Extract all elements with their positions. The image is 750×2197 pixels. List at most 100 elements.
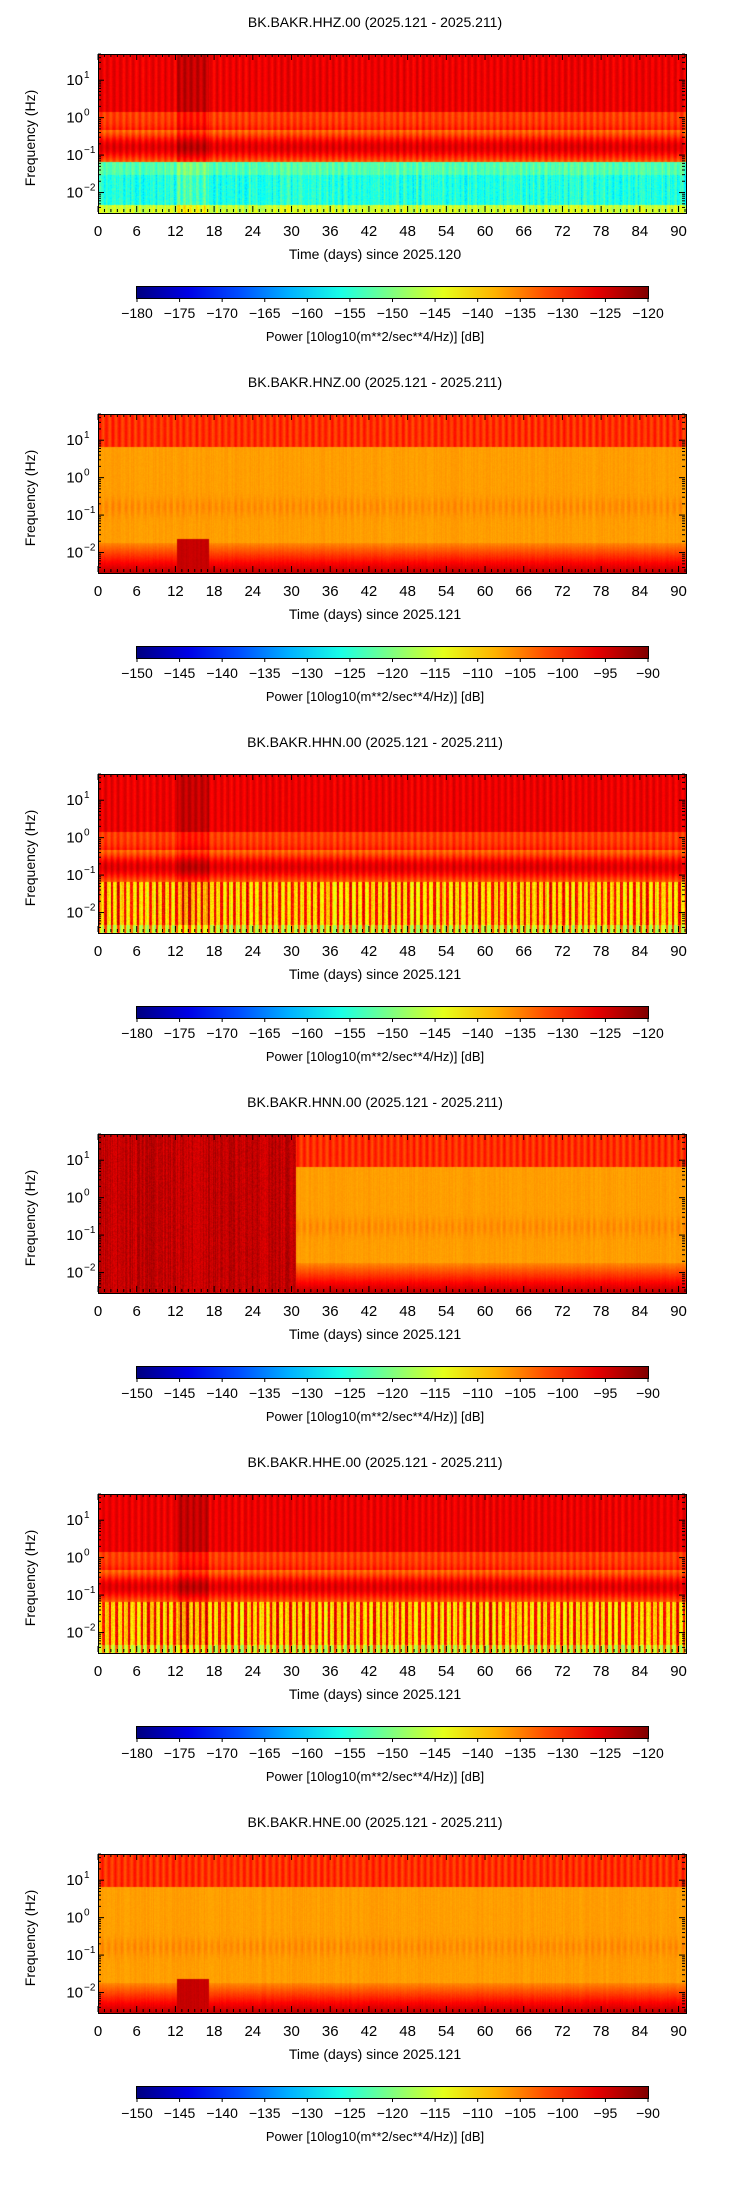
x-tick-label: 48 <box>399 583 416 600</box>
x-tick-label: 78 <box>593 1303 610 1320</box>
colorbar-tick-label: −95 <box>594 2105 618 2121</box>
spectrogram-plot-area <box>98 1494 687 1654</box>
colorbar-tick-label: −110 <box>462 2105 493 2121</box>
x-axis-label: Time (days) since 2025.121 <box>288 1326 462 1342</box>
colorbar-tick-label: −120 <box>632 1745 664 1761</box>
x-tick-label: 48 <box>399 1303 416 1320</box>
x-tick-label: 54 <box>438 1663 455 1680</box>
panel-title: BK.BAKR.HNE.00 (2025.121 - 2025.211) <box>247 1814 503 1830</box>
colorbar-tick-label: −135 <box>249 2105 281 2121</box>
colorbar-tick-label: −120 <box>632 305 664 321</box>
colorbar-tick-label: −100 <box>547 2105 579 2121</box>
x-tick-label: 0 <box>94 2023 102 2040</box>
y-tick-exponent: 0 <box>84 468 90 479</box>
x-tick-label: 72 <box>554 1663 571 1680</box>
colorbar-label: Power [10log10(m**2/sec**4/Hz)] [dB] <box>265 1769 485 1784</box>
x-tick-label: 12 <box>167 943 184 960</box>
x-tick-label: 54 <box>438 223 455 240</box>
colorbar-label: Power [10log10(m**2/sec**4/Hz)] [dB] <box>265 689 485 704</box>
colorbar-tick-label: −120 <box>377 2105 409 2121</box>
colorbar-tick-label: −105 <box>504 665 536 681</box>
x-tick-label: 12 <box>167 2023 184 2040</box>
colorbar-tick-label: −145 <box>419 305 451 321</box>
x-tick-label: 84 <box>632 223 649 240</box>
x-tick-label: 12 <box>167 583 184 600</box>
axes-ticks: 0 6 12 18 24 30 36 42 48 54 60 66 72 78 84 9010−210−110… <box>66 413 687 681</box>
x-tick-label: 54 <box>438 1303 455 1320</box>
colorbar-tick-label: −135 <box>504 1025 536 1041</box>
y-tick-exponent: −2 <box>84 543 96 554</box>
colorbar-tick-label: −180 <box>121 1745 153 1761</box>
y-tick-label: 10 <box>66 110 83 127</box>
x-tick-label: 30 <box>283 1303 300 1320</box>
spectrogram-plot-area <box>98 54 687 214</box>
spectrogram-panel: BK.BAKR.HNZ.00 (2025.121 - 2025.211) Freq… <box>0 360 750 720</box>
y-tick-exponent: −2 <box>84 1983 96 1994</box>
x-tick-label: 6 <box>133 2023 141 2040</box>
colorbar-tick-label: −150 <box>121 2105 153 2121</box>
y-tick-label: 10 <box>66 1265 83 1282</box>
x-tick-label: 0 <box>94 943 102 960</box>
spectrogram-plot-area <box>98 774 687 934</box>
x-tick-label: 24 <box>244 223 261 240</box>
colorbar-tick-label: −145 <box>164 665 196 681</box>
y-tick-label: 10 <box>66 1190 83 1207</box>
colorbar <box>136 1726 649 1739</box>
x-tick-label: 6 <box>133 583 141 600</box>
x-tick-label: 6 <box>133 1663 141 1680</box>
spectrogram-plot-area <box>98 1854 687 2014</box>
axes-ticks: 0 6 12 18 24 30 36 42 48 54 60 66 72 78 84 9010−210−110… <box>66 773 687 1041</box>
colorbar-tick-label: −110 <box>462 665 493 681</box>
colorbar-tick-label: −170 <box>206 1025 238 1041</box>
colorbar-tick-label: −100 <box>547 1385 579 1401</box>
x-tick-label: 66 <box>515 943 532 960</box>
spectrogram-image <box>99 1495 686 1653</box>
colorbar <box>136 286 649 299</box>
x-axis-label: Time (days) since 2025.121 <box>288 606 462 622</box>
x-tick-label: 84 <box>632 943 649 960</box>
colorbar-tick-label: −145 <box>419 1745 451 1761</box>
y-tick-label: 10 <box>66 867 83 884</box>
x-tick-label: 48 <box>399 223 416 240</box>
x-tick-label: 42 <box>361 1663 378 1680</box>
colorbar-tick-label: −170 <box>206 1745 238 1761</box>
x-tick-label: 24 <box>244 583 261 600</box>
spectrogram-image <box>99 415 686 573</box>
x-tick-label: 66 <box>515 1303 532 1320</box>
colorbar-tick-label: −115 <box>420 2105 451 2121</box>
colorbar-tick-label: −135 <box>249 665 281 681</box>
colorbar-tick-label: −120 <box>632 1025 664 1041</box>
colorbar-tick-label: −105 <box>504 1385 536 1401</box>
spectrogram-plot-area <box>98 414 687 574</box>
colorbar-tick-label: −135 <box>249 1385 281 1401</box>
colorbar-tick-label: −130 <box>547 1745 579 1761</box>
colorbar-tick-label: −150 <box>377 1025 409 1041</box>
colorbar-tick-label: −130 <box>292 1385 324 1401</box>
x-tick-label: 72 <box>554 223 571 240</box>
y-tick-label: 10 <box>66 792 83 809</box>
y-tick-label: 10 <box>66 830 83 847</box>
y-tick-label: 10 <box>66 1587 83 1604</box>
colorbar-tick-label: −110 <box>462 1385 493 1401</box>
colorbar-tick-label: −115 <box>420 665 451 681</box>
x-tick-label: 12 <box>167 1663 184 1680</box>
colorbar-tick-label: −120 <box>377 665 409 681</box>
y-tick-label: 10 <box>66 507 83 524</box>
colorbar-label: Power [10log10(m**2/sec**4/Hz)] [dB] <box>265 2129 485 2144</box>
colorbar-tick-label: −140 <box>462 305 494 321</box>
spectrogram-panel: BK.BAKR.HNN.00 (2025.121 - 2025.211) Freq… <box>0 1080 750 1440</box>
y-tick-label: 10 <box>66 147 83 164</box>
colorbar-tick-label: −145 <box>164 1385 196 1401</box>
colorbar-tick-label: −125 <box>590 305 622 321</box>
x-tick-label: 72 <box>554 583 571 600</box>
y-tick-exponent: 0 <box>84 1908 90 1919</box>
x-tick-label: 36 <box>322 943 339 960</box>
colorbar-label: Power [10log10(m**2/sec**4/Hz)] [dB] <box>265 329 485 344</box>
y-tick-exponent: 1 <box>84 790 90 801</box>
colorbar-tick-label: −150 <box>121 665 153 681</box>
x-tick-label: 90 <box>670 2023 687 2040</box>
colorbar-tick-label: −90 <box>636 2105 660 2121</box>
x-tick-label: 30 <box>283 1663 300 1680</box>
x-axis-label: Time (days) since 2025.120 <box>288 246 462 262</box>
x-tick-label: 6 <box>133 943 141 960</box>
